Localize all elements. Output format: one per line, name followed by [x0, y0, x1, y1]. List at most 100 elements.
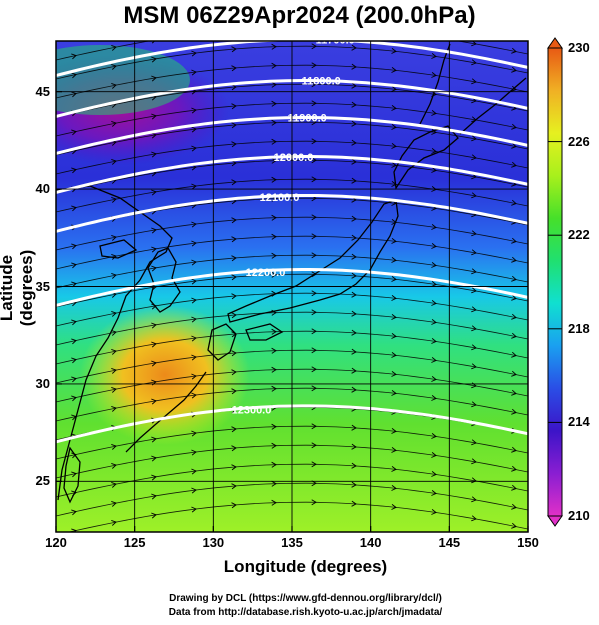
streamline: [56, 368, 528, 403]
wind-arrowhead: [191, 449, 197, 456]
streamline: [56, 41, 528, 61]
wind-arrowhead: [311, 214, 317, 221]
wind-arrowhead: [311, 366, 317, 373]
wind-arrowhead: [191, 107, 197, 114]
wind-arrowhead: [231, 350, 237, 357]
wind-arrowhead: [111, 120, 117, 127]
wind-arrowhead: [471, 496, 477, 503]
wind-arrowhead: [71, 205, 77, 212]
wind-arrowhead: [271, 423, 277, 430]
wind-arrowhead: [351, 348, 357, 355]
wind-arrowhead: [71, 281, 77, 288]
wind-arrowhead: [471, 249, 477, 256]
colorbar-min-arrow: [547, 515, 563, 527]
wind-arrowhead: [311, 233, 317, 240]
wind-arrowhead: [111, 386, 117, 393]
wind-arrowhead: [431, 110, 437, 116]
y-tick-label: 25: [35, 473, 50, 489]
wind-arrowhead: [272, 25, 276, 30]
wind-arrowhead: [511, 332, 517, 339]
wind-arrowhead: [111, 44, 117, 51]
wind-arrowhead: [431, 243, 437, 249]
wind-arrowhead: [431, 509, 437, 515]
wind-arrowhead: [271, 138, 277, 145]
height-contour-line: [56, 41, 528, 78]
wind-arrowhead: [191, 50, 197, 57]
wind-arrowhead: [111, 82, 117, 89]
wind-arrowhead: [311, 138, 317, 145]
wind-arrowhead: [271, 157, 277, 164]
wind-arrowhead: [471, 439, 477, 446]
wind-arrowhead: [151, 189, 157, 196]
wind-arrowhead: [231, 483, 237, 490]
coastline-ryukyu: [125, 371, 207, 453]
wind-arrowhead: [351, 462, 357, 469]
wind-arrowhead: [231, 84, 237, 91]
wind-arrowhead: [151, 360, 157, 367]
lat-lon-grid: [56, 41, 528, 532]
colorbar-tick-marks: [548, 47, 562, 517]
wind-arrowhead: [431, 433, 437, 439]
wind-arrowhead: [391, 295, 397, 301]
wind-arrowhead: [111, 500, 117, 507]
wind-arrowhead: [431, 471, 437, 477]
wind-arrowhead: [111, 462, 117, 469]
y-tick-label: 35: [35, 278, 50, 294]
wind-arrowhead: [471, 230, 477, 237]
map-title: MSM 06Z29Apr2024 (200.0hPa): [123, 2, 476, 29]
wind-arrowhead: [391, 105, 397, 111]
wind-arrowhead: [391, 428, 397, 434]
wind-arrowhead: [71, 319, 77, 326]
wind-arrowhead: [471, 173, 477, 180]
wind-arrowhead: [191, 145, 197, 152]
contour-label: 11700.0: [316, 35, 355, 47]
wind-arrowhead: [431, 148, 437, 154]
wind-arrowhead: [231, 369, 237, 376]
wind-arrowhead: [311, 252, 317, 259]
wind-arrowhead: [151, 265, 157, 272]
wind-arrowhead: [511, 123, 517, 130]
wind-arrowhead: [191, 259, 197, 266]
coastline-kyushu: [207, 323, 237, 361]
wind-arrowhead: [191, 430, 197, 437]
wind-arrowhead: [352, 26, 356, 31]
streamline: [56, 273, 528, 308]
wind-arrowhead: [311, 442, 317, 449]
wind-arrowhead: [231, 274, 237, 281]
x-tick-label: 125: [123, 535, 146, 550]
wind-arrowhead: [231, 217, 237, 224]
wind-arrowhead: [351, 310, 357, 317]
wind-arrowhead: [471, 306, 477, 313]
wind-arrowhead: [231, 179, 237, 186]
wind-arrowhead: [111, 329, 117, 336]
wind-arrowhead: [391, 86, 397, 92]
wind-arrowhead: [511, 85, 517, 92]
wind-arrowhead: [471, 401, 477, 408]
wind-arrowhead: [111, 310, 117, 317]
wind-arrowhead: [391, 504, 397, 510]
wind-arrowhead: [351, 63, 357, 70]
contour-label: 12000.0: [274, 152, 314, 164]
wind-arrowhead: [191, 126, 197, 133]
wind-arrowhead: [271, 480, 277, 487]
streamline: [67, 501, 528, 532]
wind-arrowhead: [511, 142, 517, 149]
wind-arrowhead: [231, 103, 237, 110]
wind-arrowhead: [311, 347, 317, 354]
wind-arrowhead: [511, 351, 517, 358]
height-contour-line: [56, 194, 528, 233]
wind-arrowhead: [351, 82, 357, 89]
streamline: [56, 83, 528, 118]
colorbar-tick-label: 210: [568, 508, 590, 523]
wind-arrowhead: [151, 322, 157, 329]
streamline: [56, 178, 528, 213]
wind-arrowhead: [351, 101, 357, 108]
coastline-shandong: [99, 239, 138, 259]
height-contour-line: [56, 116, 528, 155]
wind-arrowhead: [311, 309, 317, 316]
warm-core: [80, 305, 250, 445]
height-contour-line: [56, 155, 528, 194]
wind-arrowhead: [391, 333, 397, 339]
coastline-sakhalin: [419, 43, 451, 125]
wind-arrowhead: [232, 28, 237, 33]
